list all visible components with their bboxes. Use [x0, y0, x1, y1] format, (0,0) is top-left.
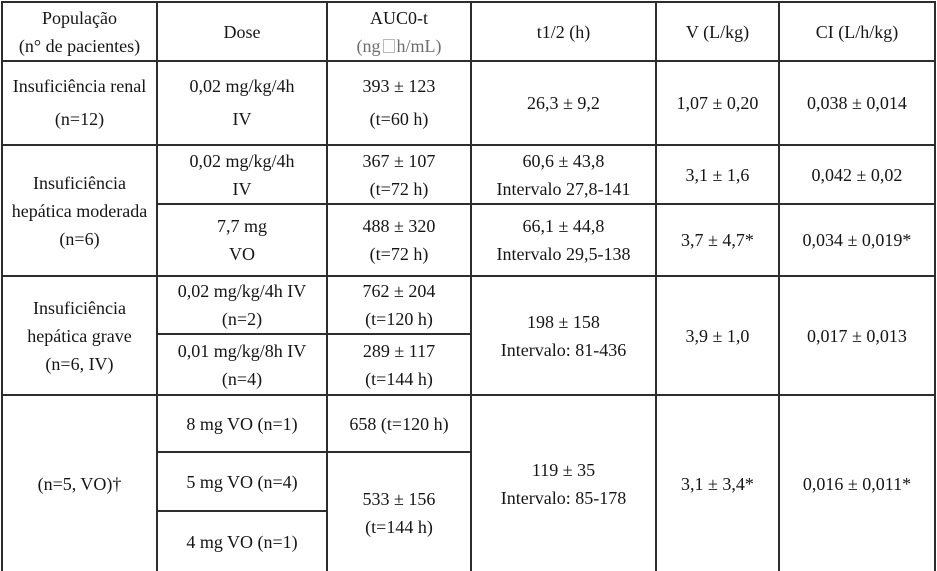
cell-line: Insuficiência: [33, 297, 126, 318]
cell-renal-dose: 0,02 mg/kg/4h IV: [156, 60, 328, 146]
cell-moderada-vo-auc: 488 ± 320 (t=72 h): [326, 203, 472, 277]
cell-line: (ng: [356, 35, 381, 56]
cell-line: Intervalo: 81-436: [500, 339, 627, 360]
cell-line: AUC0-t: [370, 7, 428, 28]
cell-line: (n=6, IV): [45, 353, 114, 374]
cell-moderada-iv-dose: 0,02 mg/kg/4h IV: [156, 144, 328, 205]
cell-moderada-populacao: Insuficiência hepática moderada (n=6): [1, 144, 158, 277]
cell-vo5-populacao: (n=5, VO)†: [1, 394, 158, 571]
cell-line: 119 ± 35: [531, 460, 596, 480]
cell-line: (t=144 h): [365, 368, 433, 389]
cell-line: 0,02 mg/kg/4h IV: [177, 281, 307, 301]
cell-line: 7,7 mg: [216, 216, 267, 236]
cell-line: (n=4): [221, 368, 263, 389]
cell-renal-t12: 26,3 ± 9,2: [470, 60, 657, 146]
row-moderada-vo: 7,7 mg VO 488 ± 320 (t=72 h) 66,1 ± 44,8…: [2, 203, 936, 277]
cell-line: 488 ± 320: [362, 216, 436, 236]
col-header-ci: CI (L/h/kg): [778, 1, 936, 62]
row-vo5-4mg: 4 mg VO (n=1): [2, 510, 935, 571]
cell-line: 367 ± 107: [362, 150, 436, 171]
cell-vo5-8mg-dose: 8 mg VO (n=1): [156, 394, 328, 453]
cell-line: IV: [232, 109, 252, 129]
cell-line: 60,6 ± 43,8: [522, 150, 605, 171]
cell-vo5-t12: 119 ± 35 Intervalo: 85-178: [470, 394, 657, 571]
cell-grave-ci: 0,017 ± 0,013: [778, 275, 936, 396]
cell-grave-d1-dose: 0,02 mg/kg/4h IV (n=2): [156, 275, 328, 335]
cell-grave-d2-auc: 289 ± 117 (t=144 h): [326, 333, 472, 396]
cell-line: Intervalo 27,8-141: [496, 178, 631, 199]
cell-moderada-vo-t12: 66,1 ± 44,8 Intervalo 29,5-138: [470, 203, 657, 277]
cell-line: hepática moderada: [11, 200, 148, 221]
cell-line: 393 ± 123: [362, 76, 436, 96]
cell-vo5-8mg-auc: 658 (t=120 h): [326, 394, 472, 453]
cell-line: Intervalo 29,5-138: [496, 244, 631, 264]
cell-line: 0,02 mg/kg/4h: [189, 76, 295, 96]
col-header-auc: AUC0-t (ng h/mL): [326, 1, 472, 62]
cell-vo5-ci: 0,016 ± 0,011*: [778, 394, 936, 571]
cell-renal-ci: 0,038 ± 0,014: [778, 60, 936, 146]
cell-line: (t=72 h): [369, 244, 429, 264]
row-grave-d2: 0,01 mg/kg/8h IV (n=4) 289 ± 117 (t=144 …: [2, 333, 935, 396]
col-header-dose: Dose: [156, 1, 328, 62]
cell-line: Insuficiência: [33, 172, 126, 193]
cell-vo5-merged-auc: 533 ± 156 (t=144 h): [326, 451, 472, 571]
cell-line: 198 ± 158: [527, 311, 600, 332]
row-renal: Insuficiência renal (n=12) 0,02 mg/kg/4h…: [1, 60, 936, 146]
cell-line: (t=120 h): [365, 309, 433, 329]
cell-grave-t12: 198 ± 158 Intervalo: 81-436: [470, 275, 657, 396]
cell-renal-populacao: Insuficiência renal (n=12): [1, 60, 158, 146]
col-header-v: V (L/kg): [655, 1, 780, 62]
cell-moderada-iv-ci: 0,042 ± 0,02: [778, 144, 936, 205]
cell-vo5-4mg-dose: 4 mg VO (n=1): [156, 510, 328, 571]
cell-vo5-5mg-dose: 5 mg VO (n=4): [156, 451, 328, 512]
missing-glyph-icon: [382, 38, 395, 53]
cell-line: 66,1 ± 44,8: [522, 216, 605, 236]
cell-moderada-iv-v: 3,1 ± 1,6: [655, 144, 780, 205]
cell-line: 0,02 mg/kg/4h: [189, 150, 295, 171]
cell-moderada-vo-dose: 7,7 mg VO: [156, 203, 328, 277]
cell-line: hepática grave: [27, 325, 132, 346]
row-moderada-iv: Insuficiência hepática moderada (n=6) 0,…: [1, 144, 936, 277]
cell-line: 762 ± 204: [362, 281, 436, 301]
cell-grave-d2-dose: 0,01 mg/kg/8h IV (n=4): [156, 333, 328, 396]
cell-moderada-vo-v: 3,7 ± 4,7*: [655, 203, 780, 277]
row-vo5-5mg: 5 mg VO (n=4) 533 ± 156 (t=144 h): [2, 451, 935, 571]
cell-line: IV: [232, 178, 252, 199]
col-header-populacao: População (n° de pacientes): [1, 1, 158, 62]
cell-line: (n=6): [59, 228, 100, 249]
cell-moderada-iv-auc: 367 ± 107 (t=72 h): [326, 144, 472, 205]
row-vo5-8mg: (n=5, VO)† 8 mg VO (n=1) 658 (t=120 h) 1…: [1, 394, 936, 571]
cell-line: VO: [229, 244, 255, 264]
cell-renal-v: 1,07 ± 0,20: [655, 60, 780, 146]
cell-grave-v: 3,9 ± 1,0: [655, 275, 780, 396]
cell-line: 533 ± 156: [362, 488, 436, 509]
cell-line: 289 ± 117: [362, 340, 436, 361]
header-row: População (n° de pacientes) Dose AUC0-t …: [1, 1, 936, 62]
cell-line: 0,01 mg/kg/8h IV: [177, 340, 307, 361]
cell-moderada-vo-ci: 0,034 ± 0,019*: [778, 203, 936, 277]
cell-line: (t=144 h): [365, 516, 433, 537]
cell-grave-populacao: Insuficiência hepática grave (n=6, IV): [1, 275, 158, 396]
row-grave-d1: Insuficiência hepática grave (n=6, IV) 0…: [1, 275, 936, 396]
cell-moderada-iv-t12: 60,6 ± 43,8 Intervalo 27,8-141: [470, 144, 657, 205]
col-header-t12: t1/2 (h): [470, 1, 657, 62]
cell-line: Insuficiência renal: [12, 76, 147, 96]
cell-line: (t=72 h): [369, 178, 429, 199]
cell-line: (n=12): [54, 109, 105, 129]
cell-line: (n° de pacientes): [18, 35, 141, 56]
cell-line: (n=2): [221, 309, 263, 329]
cell-line: h/mL): [396, 35, 442, 56]
cell-vo5-v: 3,1 ± 3,4*: [655, 394, 780, 571]
cell-grave-d1-auc: 762 ± 204 (t=120 h): [326, 275, 472, 335]
cell-line: Intervalo: 85-178: [500, 488, 627, 508]
auc-unit-line: (ng h/mL): [330, 32, 468, 60]
cell-line: (t=60 h): [369, 109, 429, 129]
cell-renal-auc: 393 ± 123 (t=60 h): [326, 60, 472, 146]
cell-line: População: [42, 7, 117, 28]
